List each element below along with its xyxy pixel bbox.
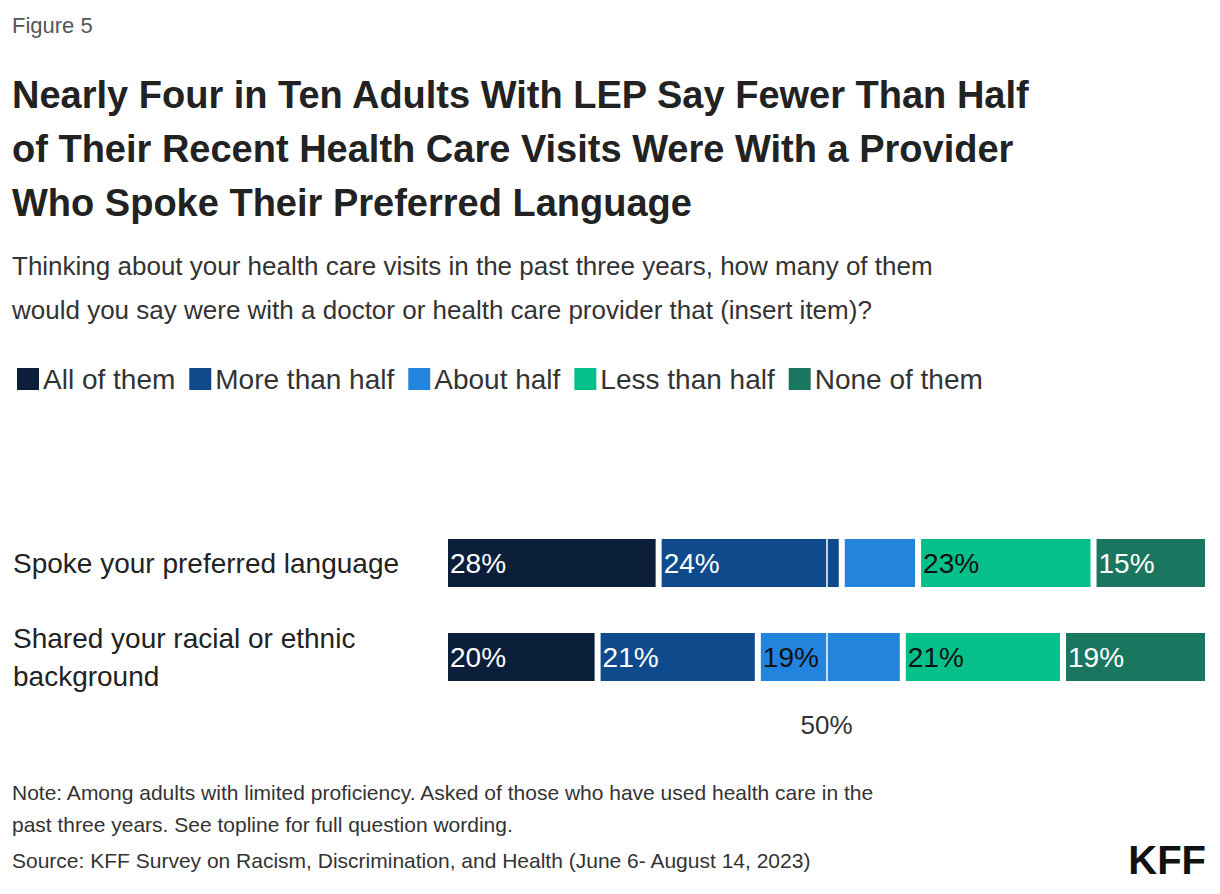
svg-text:Figure 5: Figure 5 — [12, 13, 93, 38]
svg-text:Thinking about your health car: Thinking about your health care visits i… — [12, 251, 940, 281]
svg-text:All of them: All of them — [43, 364, 175, 395]
svg-text:24%: 24% — [664, 548, 720, 579]
svg-text:Spoke your preferred language: Spoke your preferred language — [13, 548, 399, 579]
svg-text:19%: 19% — [1068, 642, 1124, 673]
svg-text:50%: 50% — [800, 710, 852, 740]
svg-text:About half: About half — [434, 364, 560, 395]
svg-text:KFF: KFF — [1128, 838, 1206, 882]
svg-text:23%: 23% — [923, 548, 979, 579]
svg-text:21%: 21% — [603, 642, 659, 673]
svg-text:20%: 20% — [450, 642, 506, 673]
svg-text:Less than half: Less than half — [600, 364, 775, 395]
svg-text:More than half: More than half — [215, 364, 394, 395]
svg-text:19%: 19% — [763, 642, 819, 673]
svg-text:Shared your racial or ethnic: Shared your racial or ethnic — [13, 623, 363, 654]
svg-text:21%: 21% — [908, 642, 964, 673]
svg-text:Source: KFF Survey on Racism,: Source: KFF Survey on Racism, Discrimina… — [12, 849, 810, 872]
svg-text:Nearly Four in Ten Adults With: Nearly Four in Ten Adults With LEP Say F… — [12, 74, 1039, 116]
svg-text:past three years. See topline: past three years. See topline for full q… — [12, 813, 513, 836]
svg-text:would you say were with a doct: would you say were with a doctor or heal… — [11, 295, 872, 325]
svg-text:Note: Among adults with limite: Note: Among adults with limited proficie… — [12, 781, 879, 804]
svg-text:None of them: None of them — [815, 364, 983, 395]
svg-text:background: background — [13, 661, 159, 692]
svg-text:Who Spoke Their Preferred Lang: Who Spoke Their Preferred Language — [12, 182, 692, 224]
svg-text:28%: 28% — [450, 548, 506, 579]
svg-text:15%: 15% — [1099, 548, 1155, 579]
svg-text:of Their Recent Health Care Vi: of Their Recent Health Care Visits Were … — [12, 128, 1024, 170]
